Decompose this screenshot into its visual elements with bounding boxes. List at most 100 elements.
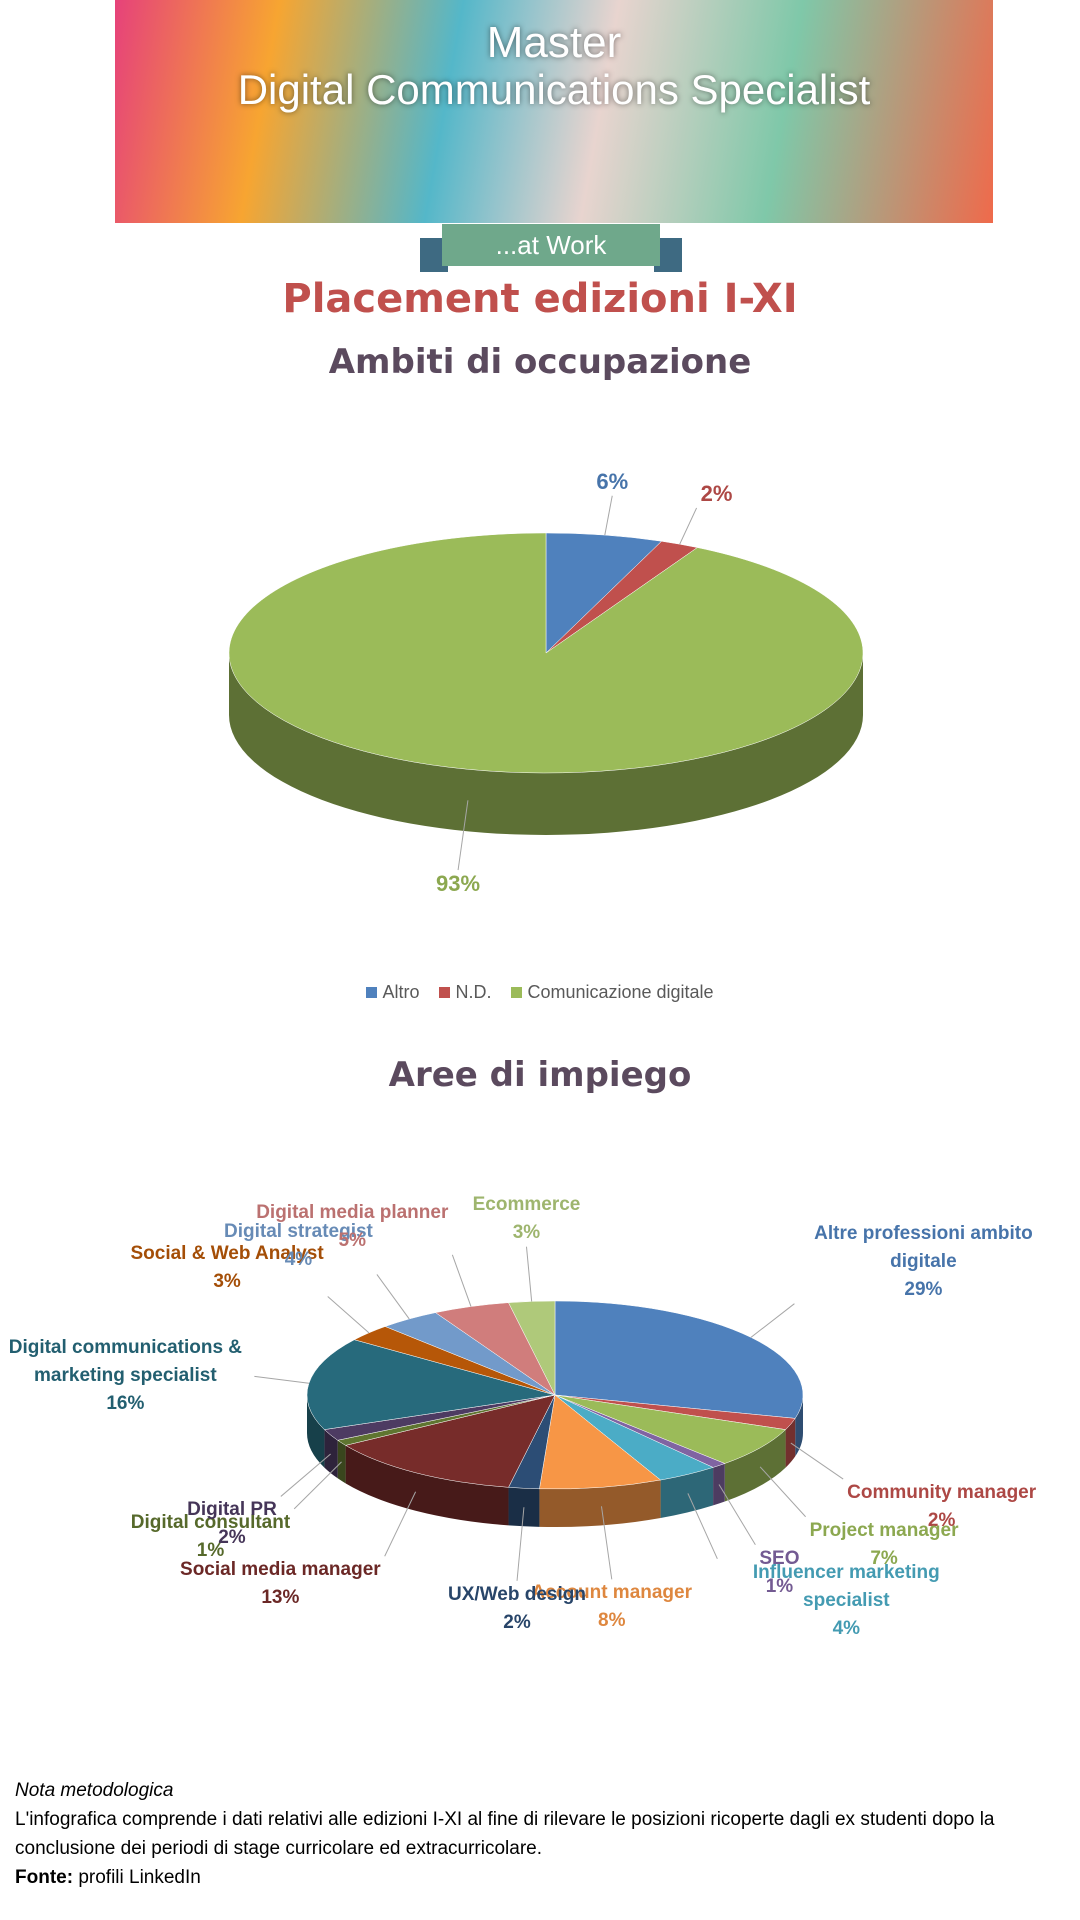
data-label: Account manager 8% [532, 1579, 692, 1635]
leader-line [457, 800, 469, 871]
value-label: 1% [765, 1575, 794, 1597]
data-label: Digital media planner 5% [256, 1199, 448, 1255]
category-label: SEO [759, 1547, 800, 1569]
banner-title: Master [486, 18, 622, 67]
value-label: 3% [213, 1271, 241, 1293]
leader-line [280, 1453, 331, 1497]
leader-line [687, 1493, 718, 1560]
note-text: L'infografica comprende i dati relativi … [15, 1809, 995, 1859]
value-label: 8% [598, 1610, 626, 1632]
value-label: 16% [106, 1393, 145, 1415]
data-label: Community manager 2% [847, 1479, 1036, 1535]
value-label: 2% [218, 1527, 246, 1549]
data-label: UX/Web design 2% [448, 1581, 586, 1637]
data-label: Ecommerce 3% [473, 1191, 581, 1247]
slice [344, 1394, 556, 1488]
legend-swatch [366, 987, 378, 998]
leader-line [750, 1303, 795, 1338]
value-label: 29% [904, 1278, 943, 1300]
category-label: Digital strategist [224, 1221, 373, 1243]
slice-side [345, 1445, 509, 1526]
value-label: 7% [870, 1547, 898, 1569]
category-label: Digital consultant [130, 1511, 291, 1533]
data-label: Digital communications & marketing speci… [0, 1334, 250, 1418]
data-label: Influencer marketing specialist 4% [721, 1559, 971, 1643]
value-label: 4% [832, 1617, 861, 1639]
slice-side [785, 1418, 796, 1468]
legend: Altro N.D. Comunicazione digitale [0, 982, 1080, 1003]
category-label: Account manager [531, 1582, 693, 1604]
category-label: UX/Web design [448, 1583, 586, 1605]
leader-line [254, 1375, 310, 1384]
leader-line [604, 495, 613, 536]
note: Nota metodologica L'infografica comprend… [15, 1776, 1065, 1892]
leader-line [293, 1461, 342, 1510]
slice-side [724, 1429, 786, 1502]
ribbon: ...at Work [442, 224, 660, 266]
data-label: Digital PR 2% [187, 1496, 277, 1552]
data-label: Social media manager 13% [180, 1556, 381, 1612]
slice [228, 532, 864, 774]
banner: Master Digital Communications Specialist [115, 0, 993, 223]
source: profili LinkedIn [78, 1867, 201, 1888]
banner-subtitle: Digital Communications Specialist [237, 66, 871, 113]
data-label: Project manager 7% [810, 1517, 959, 1573]
category-label: Social media manager [180, 1559, 381, 1581]
leader-line [600, 1506, 613, 1580]
value-label: 2% [503, 1611, 531, 1633]
legend-label: Comunicazione digitale [527, 982, 714, 1002]
category-label: Influencer marketing specialist [752, 1561, 940, 1611]
value-label: 3% [512, 1221, 541, 1243]
value-label: 13% [261, 1587, 300, 1609]
slice-side [324, 1429, 338, 1479]
data-label: SEO 1% [759, 1545, 799, 1601]
data-label: Digital strategist 4% [224, 1218, 373, 1274]
slice-side [508, 1487, 540, 1527]
legend-swatch [439, 987, 451, 998]
value-label: 2% [927, 1510, 956, 1532]
slice-side [337, 1440, 346, 1484]
slice [539, 1394, 662, 1490]
leader-line [327, 1296, 370, 1334]
leader-line [376, 1274, 410, 1320]
data-label: Social & Web Analyst 3% [130, 1240, 323, 1296]
slice [554, 1394, 787, 1464]
data-label: 2% [701, 480, 733, 508]
legend-label: Altro [382, 982, 420, 1002]
legend-label: N.D. [455, 982, 492, 1002]
value-label: 4% [284, 1249, 313, 1271]
leader-line [451, 1254, 472, 1307]
data-label: 6% [596, 468, 628, 496]
slice [306, 1339, 556, 1430]
leader-line [759, 1466, 806, 1518]
category-label: Altre professioni ambito digitale [814, 1222, 1033, 1272]
data-label: 93% [436, 870, 480, 898]
category-label: Ecommerce [472, 1193, 581, 1215]
legend-item: Altro [366, 982, 419, 1003]
slice-side [713, 1463, 725, 1506]
page-title: Placement edizioni I-XI [282, 276, 798, 322]
value-label: 93% [436, 871, 481, 897]
slice-side [539, 1480, 661, 1527]
category-label: Digital PR [187, 1499, 277, 1521]
category-label: Project manager [809, 1519, 959, 1541]
category-label: Digital communications & marketing speci… [8, 1337, 243, 1387]
leader-line [516, 1507, 525, 1581]
leader-line [718, 1484, 756, 1546]
slice-side [229, 653, 863, 835]
leader-line [790, 1442, 844, 1480]
value-label: 1% [196, 1539, 225, 1561]
chart-title: Ambiti di occupazione [328, 342, 752, 382]
slice [508, 1300, 556, 1396]
leader-line [679, 507, 698, 545]
note-heading: Nota metodologica [15, 1780, 174, 1801]
data-label: Altre professioni ambito digitale 29% [798, 1220, 1048, 1304]
slice-side [660, 1467, 714, 1519]
value-label: 2% [700, 480, 733, 506]
value-label: 6% [596, 468, 629, 494]
slice-side [795, 1395, 803, 1457]
value-label: 5% [338, 1229, 367, 1251]
data-label: Digital consultant 1% [131, 1509, 290, 1565]
